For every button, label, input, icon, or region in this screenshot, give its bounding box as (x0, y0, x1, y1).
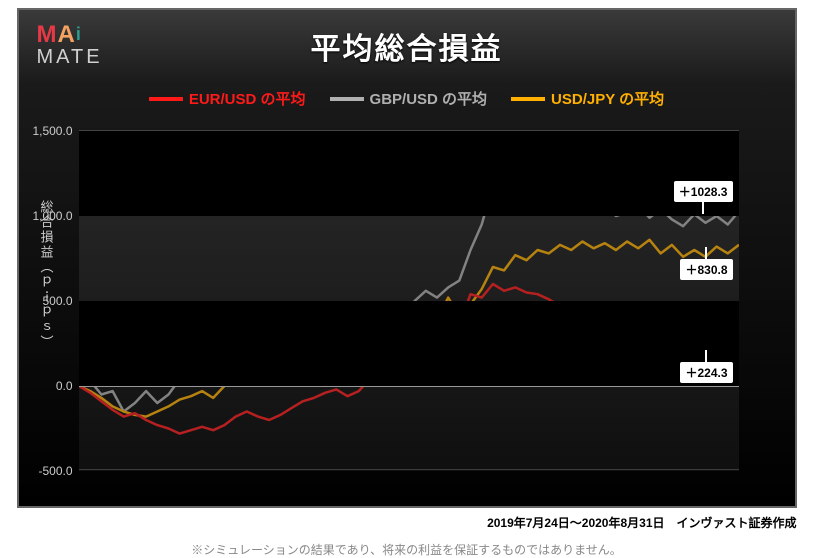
legend-label: USD/JPY の平均 (551, 88, 664, 109)
end-label-gbp: ＋1028.3 (674, 181, 733, 202)
legend-item-jpy: USD/JPY の平均 (511, 88, 664, 109)
footer-date-source: 2019年7月24日～2020年8月31日 インヴァスト証券作成 (17, 514, 797, 531)
chart-title: 平均総合損益 (19, 10, 795, 68)
logo-top: MAi (37, 22, 103, 47)
legend: EUR/USD の平均 GBP/USD の平均 USD/JPY の平均 (19, 88, 795, 109)
ytick-label: 0.0 (56, 379, 73, 393)
chart-card: MAi MATE 平均総合損益 EUR/USD の平均 GBP/USD の平均 … (17, 8, 797, 508)
legend-item-eur: EUR/USD の平均 (149, 88, 306, 109)
logo-bottom: MATE (37, 47, 103, 68)
legend-swatch (330, 97, 364, 101)
ytick-label: -500.0 (38, 464, 72, 478)
plot-area: -500.00.0500.01,000.01,500.0＋1028.3＋830.… (79, 130, 739, 470)
logo: MAi MATE (37, 22, 103, 68)
legend-label: GBP/USD の平均 (370, 88, 488, 109)
ytick-label: 500.0 (42, 294, 72, 308)
ytick-label: 1,500.0 (32, 124, 72, 138)
legend-swatch (149, 97, 183, 101)
ytick-label: 1,000.0 (32, 209, 72, 223)
end-label-jpy: ＋830.8 (680, 259, 732, 280)
legend-label: EUR/USD の平均 (189, 88, 306, 109)
legend-item-gbp: GBP/USD の平均 (330, 88, 488, 109)
legend-swatch (511, 97, 545, 101)
footer-disclaimer: ※シミュレーションの結果であり、将来の利益を保証するものではありません。 (17, 541, 797, 558)
end-label-eur: ＋224.3 (680, 362, 732, 383)
